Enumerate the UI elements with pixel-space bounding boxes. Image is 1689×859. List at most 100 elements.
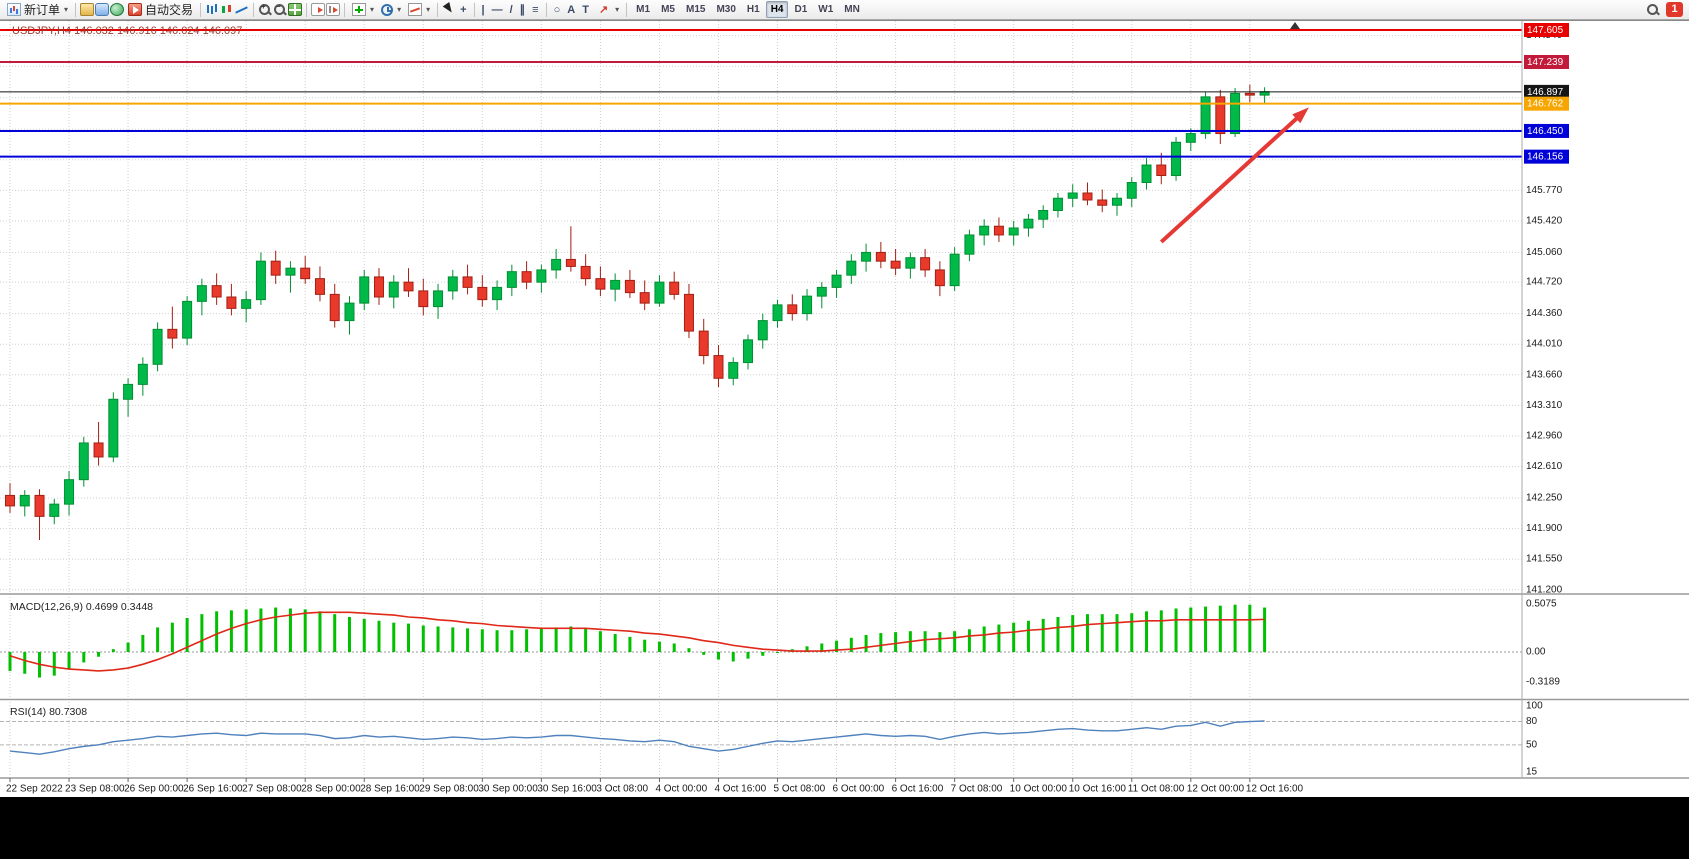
timeframe-m30[interactable]: M30 [716,4,736,15]
macd-bar [1248,604,1252,652]
macd-bar [849,637,853,652]
timeframe-h1[interactable]: H1 [746,4,760,15]
arrows-tool[interactable]: ↗ ▾ [593,1,622,19]
candle-body [654,281,665,304]
macd-bar [52,652,56,676]
macd-bar [215,611,219,652]
periods-button[interactable]: ▾ [378,1,404,19]
timeframe-h4[interactable]: H4 [765,1,789,18]
price-level-box [1524,84,1569,99]
time-axis-label: 4 Oct 00:00 [655,784,707,795]
price-axis-label: 143.660 [1526,369,1563,380]
vertical-line-tool[interactable]: | [481,3,485,16]
price-level-box [1524,123,1569,138]
shapes-tool[interactable]: ○ [553,3,561,16]
candle-body [196,285,207,302]
macd-bar [495,630,499,652]
notification-badge[interactable]: 1 [1666,2,1683,17]
timeframe-m1[interactable]: M1 [636,4,651,15]
macd-bar [466,628,470,652]
price-level-box [1524,54,1569,69]
fibonacci-tool[interactable]: ≡ [532,3,539,16]
clock-icon [381,3,394,16]
timeframe-m15[interactable]: M15 [685,4,706,15]
price-axis-label: 145.060 [1526,247,1563,258]
price-axis-label: 142.960 [1526,430,1563,441]
timeframe-m5[interactable]: M5 [661,4,675,15]
auto-scroll-icon[interactable] [311,3,326,16]
shift-marker [1290,22,1300,29]
macd-bar [776,652,780,653]
zoom-in-icon[interactable]: + [258,2,272,16]
candle-body [433,290,444,308]
candle-body [521,271,532,283]
toolbar-separator [626,2,628,17]
timeframe-w1[interactable]: W1 [818,4,834,15]
bar-chart-icon[interactable] [205,3,219,16]
candle-body [255,260,266,301]
macd-signal-line [9,611,1265,672]
time-axis-label: 3 Oct 08:00 [596,784,648,795]
macd-bar [156,627,160,652]
autotrading-button[interactable]: 自动交易 [125,1,196,19]
macd-bar [569,626,573,652]
rsi-scale-label: 100 [1526,701,1543,712]
price-level-box-label: 147.239 [1527,57,1564,68]
candle-body [624,279,635,294]
text-label-tool[interactable]: T [582,3,589,16]
chevron-down-icon: ▾ [615,5,620,14]
candlestick-chart-icon[interactable] [220,3,234,16]
candle-body [905,257,916,269]
template-icon [408,3,423,16]
candle-body [167,328,178,339]
candle-body [1052,197,1063,211]
crosshair-icon[interactable]: + [460,3,467,16]
zoom-out-icon[interactable]: − [273,2,287,16]
time-axis-label: 4 Oct 16:00 [714,784,766,795]
candle-body [728,362,739,379]
macd-bar [23,652,27,674]
indicators-button[interactable]: ▾ [349,1,377,19]
timeframe-mn[interactable]: MN [844,4,860,15]
time-axis: 22 Sep 2022 23 Sep 08:00 26 Sep 00:00 26 Se… [6,778,1304,795]
templates-button[interactable]: ▾ [405,1,433,19]
chart-shift-icon[interactable] [326,3,341,16]
candle-body [226,296,237,309]
line-chart-icon[interactable] [235,3,249,16]
trendline-tool[interactable]: / [509,3,513,16]
macd-bar [1026,620,1030,652]
candle-body [934,269,945,287]
cursor-icon[interactable] [442,3,456,16]
macd-bar [613,634,617,652]
macd-bar [820,643,824,652]
time-axis-label: 26 Sep 16:00 [183,784,243,795]
toolbar-separator [545,2,547,17]
macd-bar [864,634,868,652]
channel-tool[interactable]: ∥ [519,4,526,16]
price-axis-label: 144.720 [1526,277,1563,288]
candle-body [506,271,517,288]
macd-bar [229,610,233,652]
candle-body [757,320,768,341]
data-window-icon[interactable] [95,3,110,16]
candle-body [802,295,813,315]
candle-body [639,292,650,304]
time-axis-label: 10 Oct 16:00 [1069,784,1127,795]
market-watch-icon[interactable] [80,3,95,16]
navigator-icon[interactable] [110,3,125,16]
candle-body [787,304,798,315]
macd-bar [200,614,204,652]
macd-bar [362,618,366,652]
price-level-box-label: 146.897 [1527,87,1564,98]
text-tool[interactable]: A [567,3,576,16]
horizontal-line-tool[interactable]: — [491,3,503,16]
macd-bar [539,628,543,652]
new-order-button[interactable]: 新订单 ▾ [4,1,71,19]
timeframe-d1[interactable]: D1 [794,4,808,15]
tile-windows-icon[interactable] [288,3,303,16]
candle-body [595,278,606,290]
candle-body [93,442,104,458]
chart-canvas[interactable]: 147.540147.190146.830146.470146.120145.7… [0,20,1689,797]
candle-body [344,302,355,322]
search-icon[interactable] [1646,3,1660,16]
